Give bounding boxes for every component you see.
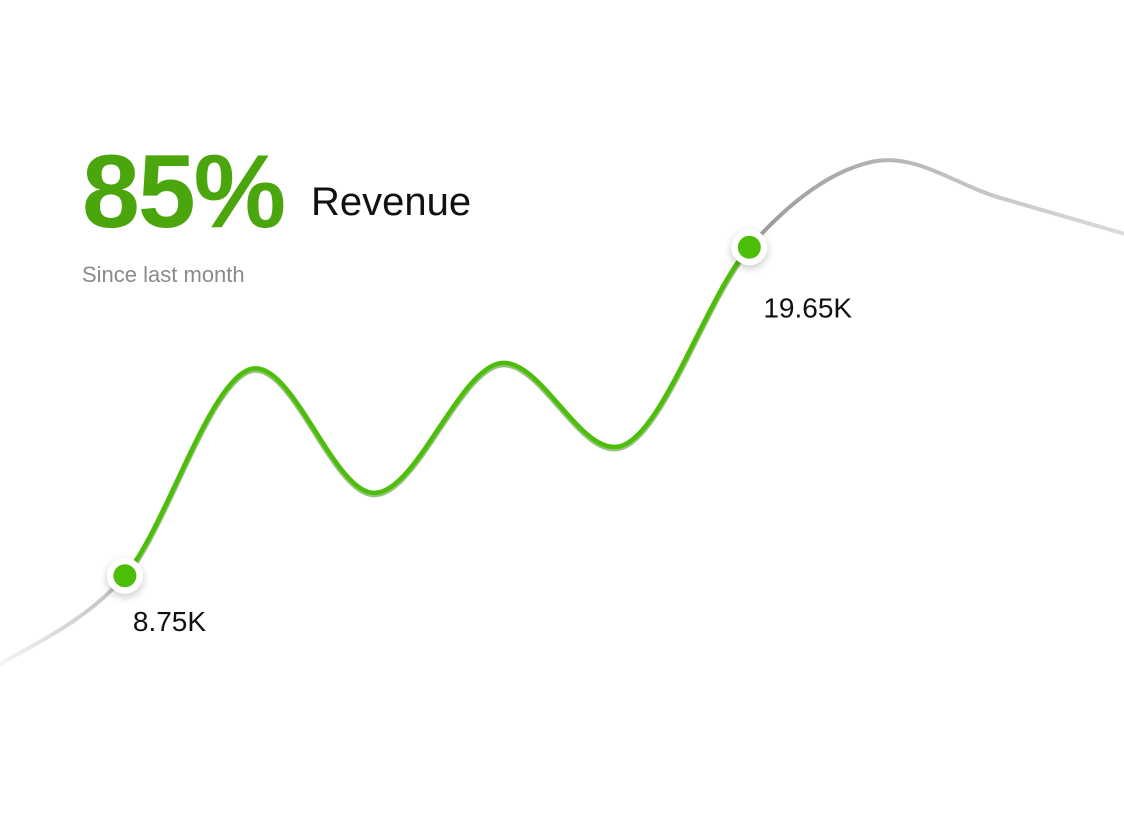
data-label: 19.65K [763, 292, 852, 323]
line-layer [0, 158, 1124, 667]
kpi-subtitle: Since last month [82, 262, 245, 287]
series-line-faded-left [0, 573, 127, 667]
grid-layer [80, 44, 1032, 649]
series-line-faded-right [747, 158, 1124, 250]
series-line-highlighted [122, 245, 752, 579]
data-point [731, 229, 768, 266]
kpi-label: Revenue [311, 180, 472, 224]
data-point [106, 557, 143, 594]
data-label: 8.75K [133, 606, 206, 637]
kpi-value: 85% [82, 134, 286, 250]
point-layer [106, 229, 768, 594]
label-layer: 8.75K 19.65K [133, 292, 853, 636]
